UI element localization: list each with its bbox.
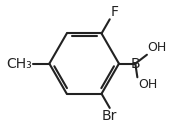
Text: CH₃: CH₃ <box>7 57 32 71</box>
Text: OH: OH <box>148 41 167 54</box>
Text: B: B <box>131 57 140 71</box>
Text: Br: Br <box>102 109 117 123</box>
Text: OH: OH <box>138 78 157 91</box>
Text: F: F <box>110 5 118 19</box>
